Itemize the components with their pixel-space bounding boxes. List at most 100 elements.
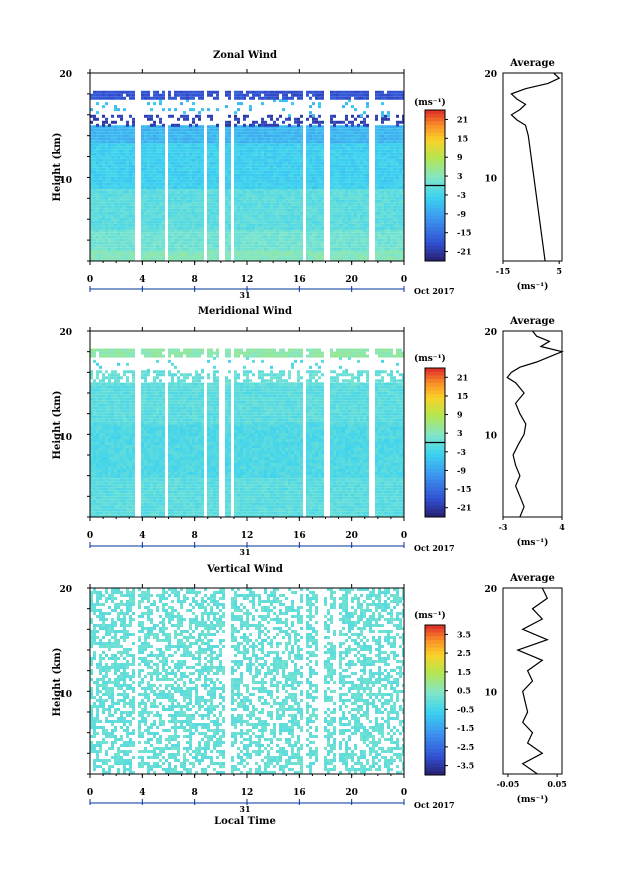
heatmap-cell — [183, 202, 186, 206]
heatmap-cell — [387, 176, 390, 180]
heatmap-cell — [216, 90, 219, 94]
heatmap-cell — [384, 259, 387, 261]
heatmap-cell — [90, 179, 93, 183]
heatmap-cell — [189, 96, 192, 100]
heatmap-cell — [393, 96, 396, 100]
heatmap-cell — [162, 179, 165, 183]
heatmap-cell — [192, 205, 195, 209]
heatmap-cell — [99, 90, 102, 94]
heatmap-cell — [183, 256, 186, 260]
heatmap-cell — [99, 229, 102, 233]
heatmap-cell — [93, 250, 96, 254]
heatmap-cell — [255, 164, 258, 168]
heatmap-cell — [252, 214, 255, 218]
heatmap-cell — [108, 244, 111, 248]
heatmap-cell — [234, 123, 237, 127]
heatmap-cell — [279, 170, 282, 174]
heatmap-cell — [360, 226, 363, 230]
heatmap-cell — [285, 185, 288, 189]
heatmap-cell — [351, 253, 354, 257]
heatmap-cell — [345, 190, 348, 194]
heatmap-cell — [96, 167, 99, 171]
heatmap-cell — [198, 232, 201, 236]
heatmap-cell — [384, 190, 387, 194]
heatmap-cell — [330, 211, 333, 215]
heatmap-cell — [141, 235, 144, 239]
heatmap-cell — [375, 140, 378, 144]
heatmap-cell — [321, 223, 324, 227]
heatmap-cell — [111, 199, 114, 203]
heatmap-cell — [102, 161, 105, 165]
heatmap-cell — [300, 247, 303, 251]
heatmap-cell — [360, 199, 363, 203]
heatmap-cell — [126, 244, 129, 248]
heatmap-cell — [342, 134, 345, 138]
heatmap-cell — [93, 179, 96, 183]
heatmap-cell — [120, 205, 123, 209]
heatmap-cell — [243, 214, 246, 218]
heatmap-cell — [129, 202, 132, 206]
heatmap-cell — [171, 199, 174, 203]
heatmap-cell — [375, 229, 378, 233]
heatmap-cell — [225, 256, 228, 260]
heatmap-cell — [168, 96, 171, 100]
heatmap-cell — [396, 238, 399, 242]
heatmap-cell — [273, 185, 276, 189]
heatmap-cell — [285, 229, 288, 233]
heatmap-cell — [144, 125, 147, 129]
heatmap-cell — [234, 111, 237, 115]
heatmap-cell — [153, 140, 156, 144]
heatmap-cell — [375, 208, 378, 212]
heatmap-cell — [225, 205, 228, 209]
heatmap-cell — [390, 161, 393, 165]
heatmap-cell — [354, 259, 357, 261]
heatmap-cell — [276, 179, 279, 183]
heatmap-cell — [402, 259, 404, 261]
heatmap-cell — [357, 217, 360, 221]
heatmap-cell — [291, 211, 294, 215]
heatmap-cell — [360, 137, 363, 141]
heatmap-cell — [339, 217, 342, 221]
heatmap-cell — [114, 185, 117, 189]
heatmap-cell — [210, 140, 213, 144]
heatmap-cell — [258, 179, 261, 183]
heatmap-cell — [150, 217, 153, 221]
heatmap-cell — [387, 214, 390, 218]
heatmap-cell — [390, 205, 393, 209]
heatmap-cell — [396, 137, 399, 141]
heatmap-cell — [366, 220, 369, 224]
heatmap-cell — [207, 256, 210, 260]
heatmap-cell — [318, 143, 321, 147]
heatmap-cell — [396, 131, 399, 135]
heatmap-cell — [90, 256, 93, 260]
heatmap-cell — [291, 131, 294, 135]
heatmap-cell — [264, 179, 267, 183]
heatmap-cell — [345, 137, 348, 141]
heatmap-cell — [144, 185, 147, 189]
heatmap-cell — [363, 190, 366, 194]
heatmap-cell — [123, 155, 126, 159]
heatmap-cell — [123, 185, 126, 189]
heatmap-cell — [147, 241, 150, 245]
heatmap-cell — [342, 205, 345, 209]
heatmap-cell — [261, 164, 264, 168]
heatmap-cell — [153, 146, 156, 150]
heatmap-cell — [243, 146, 246, 150]
heatmap-cell — [396, 220, 399, 224]
heatmap-cell — [354, 90, 357, 94]
heatmap-cell — [213, 176, 216, 180]
heatmap-cell — [294, 167, 297, 171]
heatmap-cell — [393, 173, 396, 177]
heatmap-cell — [93, 134, 96, 138]
heatmap-cell — [120, 131, 123, 135]
heatmap-cell — [399, 120, 402, 124]
heatmap-cell — [111, 205, 114, 209]
heatmap-cell — [393, 125, 396, 129]
heatmap-cell — [132, 185, 135, 189]
heatmap-cell — [225, 120, 228, 124]
heatmap-cell — [93, 146, 96, 150]
heatmap-cell — [261, 155, 264, 159]
heatmap-cell — [279, 167, 282, 171]
heatmap-cell — [366, 90, 369, 94]
heatmap-cell — [186, 164, 189, 168]
